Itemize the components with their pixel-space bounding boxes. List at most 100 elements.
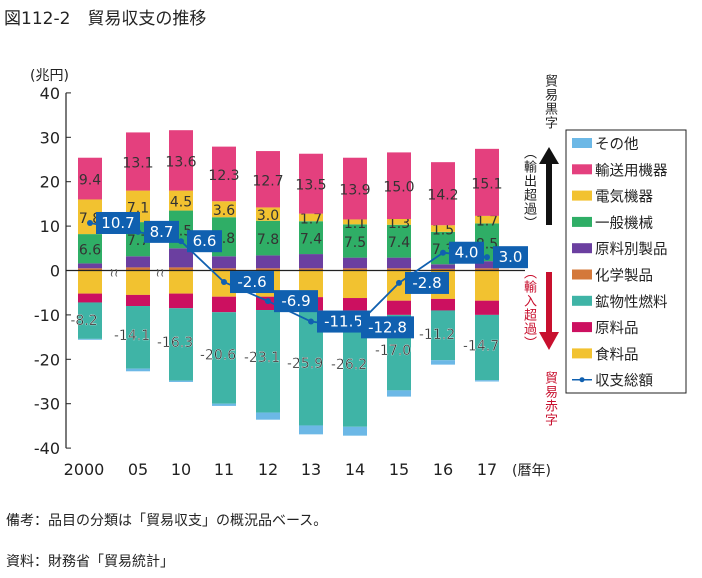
data-label: -26.2: [331, 357, 367, 373]
bar-segment: [299, 213, 323, 222]
bar-segment: [126, 306, 150, 369]
balance-label: 6.6: [193, 232, 217, 250]
bar-segment: [78, 338, 102, 340]
bar-segment: [475, 300, 499, 315]
bar-segment: [343, 219, 367, 225]
y-tick-label: -10: [34, 306, 60, 325]
data-label: 12.7: [252, 173, 283, 189]
bar-segment: [126, 368, 150, 372]
bar-segment: [343, 298, 367, 311]
data-label: 3.0: [257, 208, 279, 224]
bar-segment: [212, 312, 236, 404]
data-label: -11.2: [419, 327, 455, 343]
balance-point: [265, 298, 271, 305]
bar-segment: [256, 207, 280, 221]
legend-label: 食料品: [595, 346, 639, 363]
x-tick-label: 10: [171, 460, 191, 479]
y-tick-label: -30: [34, 395, 60, 414]
data-label: -17.0: [375, 343, 411, 359]
balance-label-box: [493, 246, 528, 269]
data-label: 1.7: [300, 211, 322, 227]
balance-point: [440, 249, 446, 256]
bar-segment: [256, 255, 280, 269]
legend-swatch: [572, 348, 592, 359]
data-label: -14.1: [114, 328, 150, 344]
data-label: 1.3: [388, 216, 410, 232]
bar-segment: [387, 300, 411, 315]
bar-segment: [169, 248, 193, 268]
x-tick-label: 14: [345, 460, 365, 479]
legend-label: 化学製品: [595, 268, 653, 285]
balance-label-box: [361, 316, 414, 339]
bar-segment: [212, 403, 236, 406]
y-tick-label: 0: [50, 262, 60, 281]
bar-segment: [78, 293, 102, 303]
data-label: 12.3: [208, 168, 239, 184]
bar-segment: [431, 298, 455, 311]
down-arrow-icon: [539, 332, 559, 350]
balance-point: [178, 238, 184, 245]
up-arrow-icon: [539, 147, 559, 164]
axis-break-mark: ≀≀: [110, 266, 119, 280]
balance-point: [308, 318, 314, 325]
legend-label: 鉱物性燃料: [595, 293, 668, 311]
bar-segment: [387, 152, 411, 219]
bar-segment: [475, 148, 499, 216]
bar-segment: [212, 268, 236, 271]
balance-label: -2.6: [237, 273, 266, 291]
balance-label-box: [449, 241, 484, 264]
bar-segment: [78, 157, 102, 200]
x-tick-label: 17: [477, 460, 497, 479]
bar-segment: [431, 360, 455, 365]
x-axis-unit: (暦年): [512, 463, 551, 479]
bar-segment: [256, 310, 280, 413]
bar-segment: [126, 267, 150, 271]
legend-swatch: [572, 164, 592, 175]
bar-segment: [475, 261, 499, 269]
bar-segment: [169, 190, 193, 211]
bar-segment: [78, 263, 102, 269]
balance-label: 8.7: [150, 223, 174, 241]
legend-label: 輸送用機器: [595, 162, 668, 179]
legend-label: 収支総額: [595, 373, 653, 390]
balance-label: 3.0: [499, 248, 523, 266]
bar-segment: [169, 130, 193, 191]
bar-segment: [78, 270, 102, 294]
bar-segment: [78, 268, 102, 271]
bar-segment: [431, 310, 455, 361]
figure-title: 図112-2 貿易収支の推移: [4, 9, 207, 29]
legend-swatch: [572, 138, 592, 148]
data-label: 4.5: [170, 195, 192, 211]
legend-swatch: [572, 190, 592, 201]
data-label: 13.1: [122, 155, 153, 171]
bar-segment: [387, 390, 411, 397]
bar-segment: [475, 314, 499, 381]
data-label: 13.6: [165, 154, 196, 170]
data-label: 7.7: [127, 233, 149, 249]
x-tick-label: 13: [301, 460, 321, 479]
bar-segment: [212, 146, 236, 202]
deficit-annotation: 貿易赤字: [542, 371, 557, 427]
surplus-annotation: 貿易黒字: [542, 74, 557, 130]
bar-segment: [126, 294, 150, 307]
data-label: 7.8: [257, 232, 279, 248]
bar-segment: [387, 224, 411, 258]
data-label: 1.1: [344, 216, 366, 232]
bar-segment: [256, 268, 280, 271]
bar-segment: [343, 257, 367, 269]
balance-label-box: [230, 271, 274, 294]
balance-label: -2.8: [412, 274, 441, 292]
balance-label-box: [405, 271, 449, 294]
bar-segment: [299, 268, 323, 271]
x-tick-label: 05: [128, 460, 148, 479]
y-tick-label: -40: [34, 439, 60, 458]
balance-label: -6.9: [281, 292, 310, 310]
data-label: -25.9: [287, 356, 323, 372]
data-label: 7.4: [300, 232, 322, 248]
bar-segment: [299, 221, 323, 255]
bar-segment: [126, 256, 150, 268]
legend-label: その他: [595, 136, 639, 153]
balance-point: [221, 279, 227, 286]
bar-segment: [343, 426, 367, 436]
